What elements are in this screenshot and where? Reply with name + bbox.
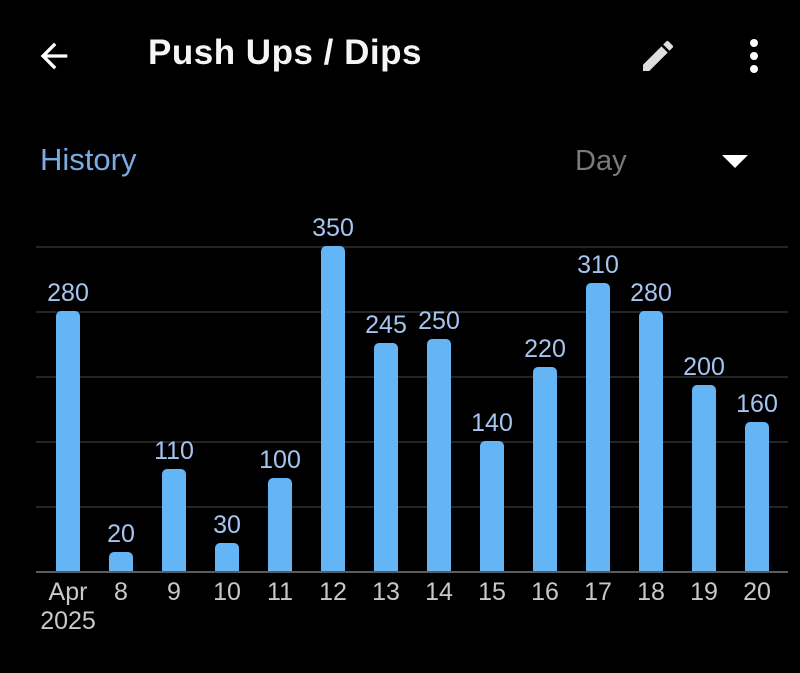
bar-value-label: 245 bbox=[365, 311, 407, 339]
x-tick-label: 11 bbox=[267, 578, 293, 606]
x-axis-line bbox=[36, 571, 788, 573]
pencil-icon bbox=[643, 40, 674, 71]
bar-value-label: 220 bbox=[524, 335, 566, 363]
bar[interactable] bbox=[692, 385, 716, 571]
gridline bbox=[36, 246, 788, 248]
bar[interactable] bbox=[533, 367, 557, 571]
bar-value-label: 100 bbox=[259, 446, 301, 474]
bar[interactable] bbox=[639, 311, 663, 571]
bar[interactable] bbox=[321, 246, 345, 571]
bar[interactable] bbox=[745, 422, 769, 571]
x-tick-label: 13 bbox=[372, 578, 400, 606]
bar[interactable] bbox=[109, 552, 133, 571]
bar-value-label: 160 bbox=[736, 390, 778, 418]
bar-value-label: 30 bbox=[213, 511, 241, 539]
x-tick-label: 9 bbox=[167, 578, 181, 606]
bar-value-label: 250 bbox=[418, 307, 460, 335]
gridline bbox=[36, 311, 788, 313]
period-dropdown[interactable]: Day bbox=[575, 142, 748, 180]
kebab-menu-icon bbox=[750, 39, 758, 73]
bar[interactable] bbox=[374, 343, 398, 571]
bar-value-label: 350 bbox=[312, 214, 354, 242]
gridline bbox=[36, 376, 788, 378]
arrow-left-icon bbox=[40, 42, 68, 70]
bar-value-label: 110 bbox=[154, 437, 194, 465]
gridline bbox=[36, 441, 788, 443]
x-tick-label: 12 bbox=[319, 578, 347, 606]
bar-value-label: 140 bbox=[471, 409, 513, 437]
bar[interactable] bbox=[427, 339, 451, 571]
x-tick-label: 14 bbox=[425, 578, 453, 606]
bar[interactable] bbox=[215, 543, 239, 571]
edit-button[interactable] bbox=[630, 28, 686, 84]
x-tick-label: 10 bbox=[213, 578, 241, 606]
period-dropdown-value: Day bbox=[575, 144, 627, 177]
x-tick-label: 19 bbox=[690, 578, 718, 606]
history-label: History bbox=[40, 142, 137, 177]
bar-value-label: 280 bbox=[47, 279, 89, 307]
bar[interactable] bbox=[268, 478, 292, 571]
bar[interactable] bbox=[56, 311, 80, 571]
x-tick-label: 16 bbox=[531, 578, 559, 606]
x-tick-label: 20 bbox=[743, 578, 771, 606]
bar[interactable] bbox=[480, 441, 504, 571]
chevron-down-icon bbox=[722, 154, 748, 168]
bar-value-label: 280 bbox=[630, 279, 672, 307]
bar[interactable] bbox=[586, 283, 610, 571]
x-tick-label: 18 bbox=[637, 578, 665, 606]
menu-button[interactable] bbox=[730, 28, 778, 84]
x-tick-label: 15 bbox=[478, 578, 506, 606]
back-button[interactable] bbox=[28, 30, 80, 82]
gridline bbox=[36, 506, 788, 508]
bar-value-label: 20 bbox=[107, 520, 135, 548]
bar[interactable] bbox=[162, 469, 186, 571]
page-title: Push Ups / Dips bbox=[148, 33, 422, 72]
bar-value-label: 310 bbox=[577, 251, 619, 279]
bar-value-label: 200 bbox=[683, 353, 725, 381]
x-tick-label: 8 bbox=[114, 578, 128, 606]
x-tick-label: 17 bbox=[584, 578, 612, 606]
x-tick-label: Apr 2025 bbox=[40, 578, 96, 635]
